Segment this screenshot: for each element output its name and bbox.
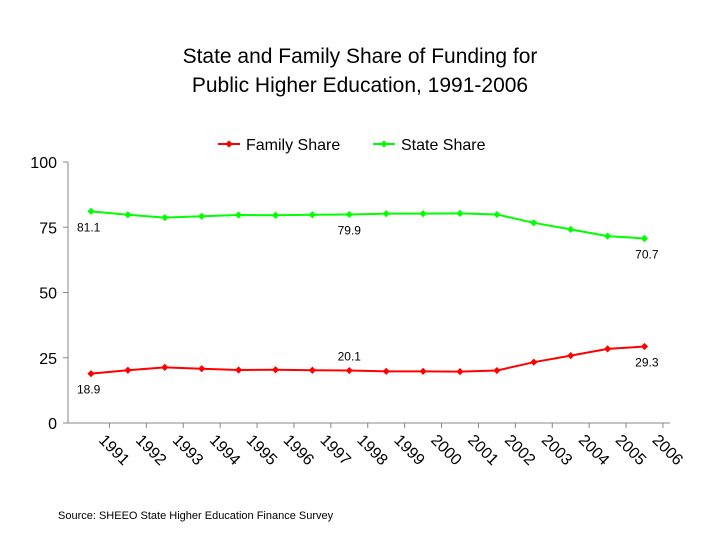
data-point: [567, 352, 575, 360]
series-state-share: 81.1 79.9 70.7: [77, 207, 659, 261]
data-label: 70.7: [635, 247, 659, 261]
x-tick-label: 1995: [243, 432, 280, 469]
data-point: [124, 366, 132, 374]
legend-swatch-marker: [225, 140, 233, 148]
chart-title-line-2: Public Higher Education, 1991-2006: [191, 74, 529, 97]
x-tick-label: 2002: [501, 432, 538, 469]
data-point: [198, 212, 206, 220]
y-tick-label: 100: [30, 155, 57, 172]
source-note: Source: SHEEO State Higher Education Fin…: [58, 510, 334, 522]
data-label: 18.9: [77, 383, 101, 397]
legend: Family Share State Share: [218, 137, 486, 154]
data-point: [640, 342, 649, 351]
data-point: [382, 210, 390, 218]
chart-title: State and Family Share of Funding for Pu…: [0, 42, 720, 100]
data-point: [308, 366, 316, 374]
x-tick-label: 2005: [612, 432, 649, 469]
data-point: [345, 366, 353, 375]
data-point: [87, 370, 95, 378]
data-point: [493, 210, 501, 219]
data-point: [456, 367, 464, 376]
y-tick-label: 75: [39, 220, 57, 237]
legend-item: Family Share: [218, 137, 340, 154]
x-tick-label: 1994: [206, 432, 243, 469]
series-line: [90, 345, 645, 375]
data-point: [382, 367, 390, 375]
x-tick-label: 2004: [575, 432, 612, 469]
data-point: [604, 232, 612, 240]
data-point: [308, 211, 316, 219]
x-tick-label: 1992: [132, 432, 169, 469]
x-tick-label: 1991: [95, 432, 132, 469]
data-point: [87, 207, 95, 215]
data-point: [567, 225, 575, 233]
axes: 0 25 50 75 100: [30, 155, 670, 433]
data-point: [271, 211, 280, 219]
y-tick-label: 25: [39, 351, 57, 368]
chart-title-line-1: State and Family Share of Funding for: [182, 45, 538, 68]
data-point: [493, 366, 501, 375]
data-point: [198, 365, 206, 373]
data-point: [419, 210, 427, 218]
x-tick-label: 1999: [390, 432, 427, 469]
legend-label: State Share: [401, 137, 486, 154]
series-line: [90, 210, 645, 240]
data-point: [124, 211, 132, 219]
data-point: [271, 366, 280, 374]
data-point: [530, 219, 538, 227]
data-point: [161, 213, 169, 222]
x-tick-label: 1993: [169, 432, 206, 469]
data-label: 20.1: [338, 350, 362, 364]
legend-item: State Share: [373, 137, 486, 154]
legend-label: Family Share: [246, 137, 340, 154]
data-point: [530, 358, 538, 366]
data-point: [419, 367, 427, 375]
series-family-share: 18.9 20.1 29.3: [77, 342, 659, 397]
series-layer: 18.9 20.1 29.3 81.1 79.9 70.7: [77, 207, 659, 397]
x-tick-label: 2003: [538, 432, 575, 469]
x-tick-labels: 1991 1992 1993 1994 1995 1996 1997 1998 1999 2000…: [95, 432, 686, 469]
data-point: [235, 366, 243, 374]
data-label: 81.1: [77, 220, 101, 234]
x-tick-label: 1996: [280, 432, 317, 469]
x-tick-label: 1997: [317, 432, 354, 469]
data-label: 29.3: [635, 356, 659, 370]
y-tick-label: 0: [48, 416, 57, 433]
legend-swatch-marker: [380, 140, 388, 148]
y-tick-label: 50: [39, 286, 57, 303]
x-tick-label: 2000: [427, 432, 464, 469]
data-point: [604, 345, 612, 353]
data-point: [345, 210, 353, 219]
data-point: [456, 209, 464, 218]
data-point: [640, 234, 649, 243]
x-tick-label: 1998: [353, 432, 390, 469]
data-point: [161, 363, 169, 372]
x-tick-label: 2001: [464, 432, 501, 469]
data-point: [235, 211, 243, 219]
x-tick-label: 2006: [649, 432, 686, 469]
data-label: 79.9: [338, 223, 362, 237]
